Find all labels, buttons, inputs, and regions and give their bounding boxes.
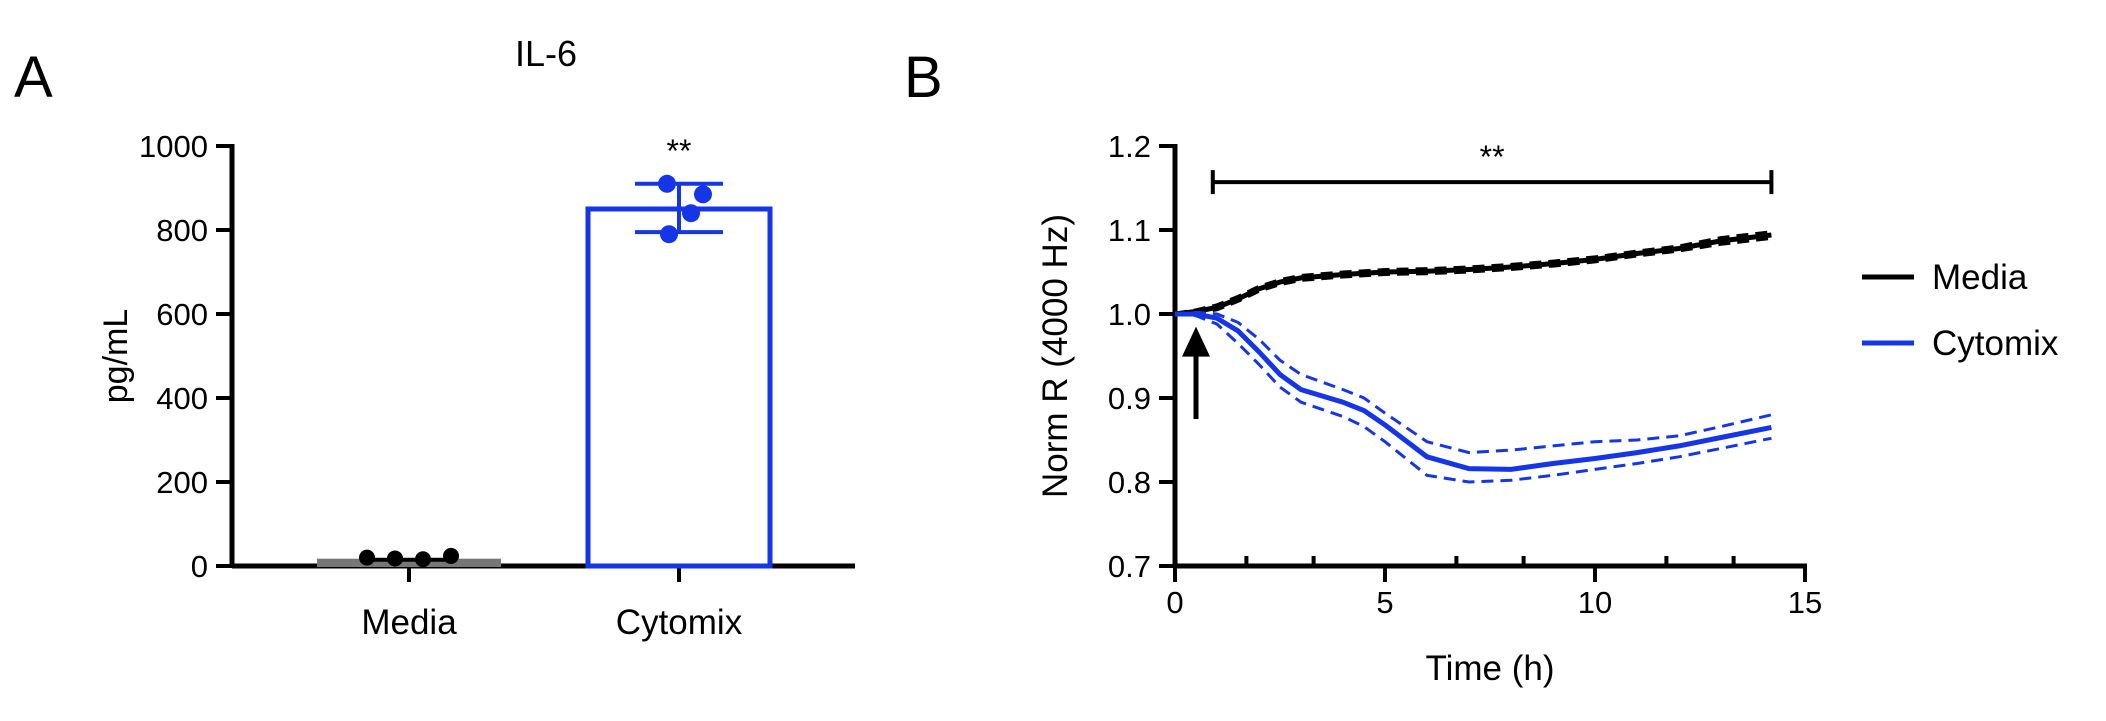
panel-b-line-chart: 0.7 0.8 0.9 1.0 1.1 1.2 0 5 10 15 Time (h) Norm R (… xyxy=(1036,129,2059,688)
y-tick-label: 200 xyxy=(156,465,208,500)
y-tick-label: 600 xyxy=(156,297,208,332)
x-tick-label: Media xyxy=(361,603,457,642)
series-line xyxy=(1175,311,1772,472)
series-line xyxy=(1174,232,1772,317)
significance-label: ** xyxy=(667,133,692,169)
y-axis-label: Norm R (4000 Hz) xyxy=(1036,214,1075,498)
panel-a-letter: A xyxy=(14,45,53,110)
y-tick-label: 0.8 xyxy=(1108,465,1151,500)
significance-label: ** xyxy=(1480,139,1505,175)
y-tick-label: 400 xyxy=(156,381,208,416)
y-tick-label: 800 xyxy=(156,213,208,248)
y-tick-label: 1.0 xyxy=(1108,297,1151,332)
x-axis-label: Time (h) xyxy=(1426,649,1555,688)
y-tick-label: 0.7 xyxy=(1108,549,1151,584)
x-tick-label: 10 xyxy=(1578,585,1612,620)
y-tick-label: 1000 xyxy=(139,129,208,164)
arrow-head xyxy=(1182,326,1210,357)
data-point xyxy=(694,185,712,204)
x-tick-label: 0 xyxy=(1166,585,1183,620)
y-tick-label: 0.9 xyxy=(1108,381,1151,416)
y-tick-label: 1.2 xyxy=(1108,129,1151,164)
y-tick-label: 0 xyxy=(191,549,208,584)
bar xyxy=(585,206,773,569)
panel-a-title: IL-6 xyxy=(515,33,577,74)
x-tick-label: Cytomix xyxy=(616,603,743,642)
series-lower-band xyxy=(1174,312,1772,484)
x-tick-label: 15 xyxy=(1788,585,1822,620)
data-point xyxy=(682,204,700,223)
data-point xyxy=(658,174,676,193)
legend-label: Cytomix xyxy=(1932,324,2059,363)
x-tick-label: 5 xyxy=(1376,585,1393,620)
data-point xyxy=(359,549,375,566)
y-axis-label: pg/mL xyxy=(97,309,135,404)
panel-b-letter: B xyxy=(904,45,943,110)
y-tick-label: 1.1 xyxy=(1108,213,1151,248)
legend-label: Media xyxy=(1932,258,2028,297)
data-point xyxy=(660,225,678,244)
series-upper-band xyxy=(1174,310,1772,455)
panel-a-bar-chart: 0 200 400 600 800 1000 pg/mL Media Cytomix ** xyxy=(97,129,855,642)
